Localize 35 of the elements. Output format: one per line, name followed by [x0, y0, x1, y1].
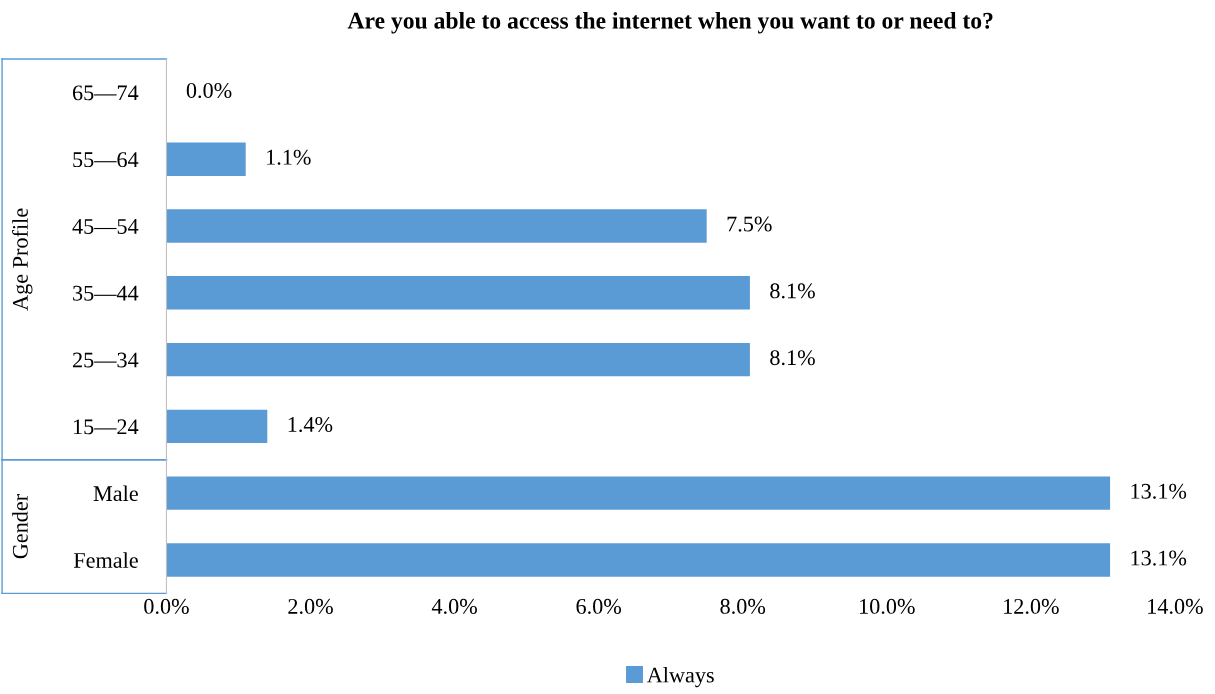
y-tick-label: 15—24 [73, 419, 139, 435]
chart-title: Are you able to access the internet when you want to or need to? [347, 12, 993, 34]
y-tick-label: Male [93, 485, 138, 502]
bar [166, 276, 750, 310]
y-tick-label: 65—74 [72, 85, 139, 101]
data-label: 13.1% [1131, 550, 1187, 566]
bar [166, 209, 707, 243]
x-tick-label: 12.0% [1004, 598, 1059, 614]
bar [166, 476, 1111, 510]
bar [166, 409, 268, 444]
data-label: 0.0% [186, 82, 232, 99]
data-label: 1.1% [267, 149, 311, 165]
x-tick-label: 0.0% [144, 598, 189, 614]
data-label: 7.5% [727, 216, 772, 232]
y-tick-label: 35—44 [73, 285, 139, 301]
legend-label: Always [646, 666, 714, 688]
text: Age Profile [12, 208, 33, 311]
bar [166, 342, 750, 377]
y-tick-label: 55—64 [73, 152, 139, 168]
data-label: 8.1% [770, 283, 815, 299]
bar [166, 142, 246, 176]
x-tick-label: 6.0% [576, 598, 622, 614]
data-label: 13.1% [1131, 483, 1187, 499]
x-tick-label: 2.0% [288, 598, 333, 614]
data-label: 1.4% [288, 416, 333, 433]
y-tick-label: Female [73, 552, 138, 568]
text: Gender [12, 494, 28, 559]
x-tick-label: 10.0% [860, 598, 915, 614]
data-label: 8.1% [770, 350, 815, 366]
x-tick-label: 14.0% [1148, 598, 1203, 614]
y-tick-label: 25—34 [72, 352, 139, 368]
x-tick-label: 8.0% [720, 598, 766, 614]
y-tick-label: 45—54 [72, 219, 139, 234]
bar [166, 543, 1111, 577]
x-tick-label: 4.0% [431, 598, 477, 614]
